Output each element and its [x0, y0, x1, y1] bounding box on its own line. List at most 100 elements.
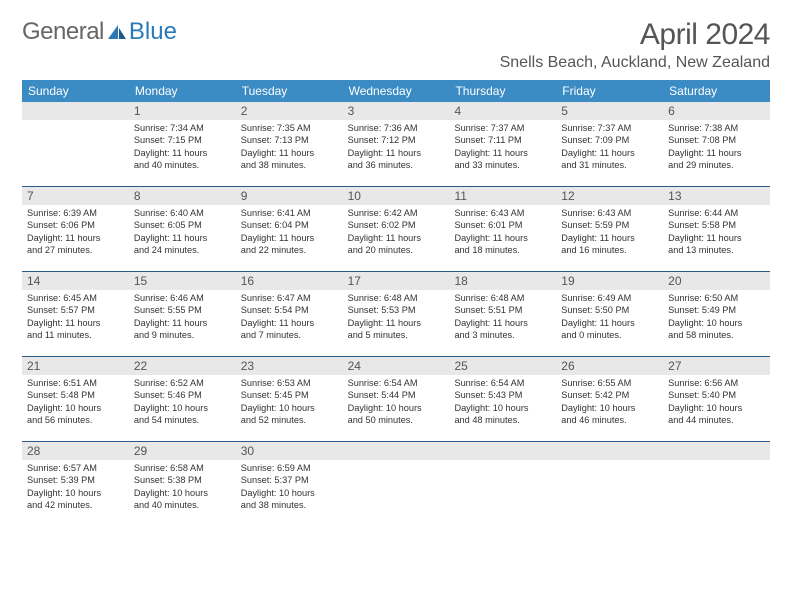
day-body: Sunrise: 6:48 AMSunset: 5:51 PMDaylight:…	[449, 290, 556, 346]
day-info-line: Daylight: 11 hours	[561, 232, 658, 244]
day-info-line: and 42 minutes.	[27, 499, 124, 511]
day-cell: 28Sunrise: 6:57 AMSunset: 5:39 PMDayligh…	[22, 442, 129, 526]
day-number: 2	[236, 102, 343, 120]
day-info-line: Sunset: 5:44 PM	[348, 389, 445, 401]
day-info-line: Sunrise: 6:45 AM	[27, 292, 124, 304]
day-body: Sunrise: 7:37 AMSunset: 7:11 PMDaylight:…	[449, 120, 556, 176]
day-body: Sunrise: 6:51 AMSunset: 5:48 PMDaylight:…	[22, 375, 129, 431]
day-number: 23	[236, 357, 343, 375]
day-info-line: Sunrise: 6:52 AM	[134, 377, 231, 389]
day-number	[556, 442, 663, 460]
day-body: Sunrise: 6:55 AMSunset: 5:42 PMDaylight:…	[556, 375, 663, 431]
day-cell: 19Sunrise: 6:49 AMSunset: 5:50 PMDayligh…	[556, 272, 663, 356]
day-body: Sunrise: 6:53 AMSunset: 5:45 PMDaylight:…	[236, 375, 343, 431]
weekday-header: Thursday	[449, 80, 556, 102]
day-info-line: Daylight: 10 hours	[241, 402, 338, 414]
day-info-line: Sunset: 5:57 PM	[27, 304, 124, 316]
day-info-line: Sunrise: 6:44 AM	[668, 207, 765, 219]
day-info-line: and 5 minutes.	[348, 329, 445, 341]
day-body: Sunrise: 6:44 AMSunset: 5:58 PMDaylight:…	[663, 205, 770, 261]
logo-text-1: General	[22, 18, 104, 46]
week-row: 28Sunrise: 6:57 AMSunset: 5:39 PMDayligh…	[22, 442, 770, 526]
day-info-line: Sunset: 5:49 PM	[668, 304, 765, 316]
day-number: 18	[449, 272, 556, 290]
day-info-line: and 24 minutes.	[134, 244, 231, 256]
day-cell: 18Sunrise: 6:48 AMSunset: 5:51 PMDayligh…	[449, 272, 556, 356]
day-body: Sunrise: 6:59 AMSunset: 5:37 PMDaylight:…	[236, 460, 343, 516]
day-number: 25	[449, 357, 556, 375]
day-cell: 17Sunrise: 6:48 AMSunset: 5:53 PMDayligh…	[343, 272, 450, 356]
day-info-line: and 58 minutes.	[668, 329, 765, 341]
day-info-line: Sunrise: 6:57 AM	[27, 462, 124, 474]
day-cell: 5Sunrise: 7:37 AMSunset: 7:09 PMDaylight…	[556, 102, 663, 186]
week-row: 1Sunrise: 7:34 AMSunset: 7:15 PMDaylight…	[22, 102, 770, 187]
day-cell: 13Sunrise: 6:44 AMSunset: 5:58 PMDayligh…	[663, 187, 770, 271]
day-info-line: and 46 minutes.	[561, 414, 658, 426]
day-body: Sunrise: 6:50 AMSunset: 5:49 PMDaylight:…	[663, 290, 770, 346]
day-info-line: Daylight: 11 hours	[668, 147, 765, 159]
logo-text-2: Blue	[129, 18, 177, 46]
day-info-line: Sunset: 7:09 PM	[561, 134, 658, 146]
day-body: Sunrise: 6:47 AMSunset: 5:54 PMDaylight:…	[236, 290, 343, 346]
day-number: 14	[22, 272, 129, 290]
day-info-line: Sunrise: 6:54 AM	[454, 377, 551, 389]
day-info-line: Sunset: 6:02 PM	[348, 219, 445, 231]
day-info-line: Sunrise: 6:43 AM	[454, 207, 551, 219]
day-info-line: Daylight: 11 hours	[134, 147, 231, 159]
day-info-line: Daylight: 11 hours	[454, 232, 551, 244]
page-header: General Blue April 2024 Snells Beach, Au…	[22, 18, 770, 72]
day-number: 3	[343, 102, 450, 120]
day-info-line: Sunrise: 6:59 AM	[241, 462, 338, 474]
day-number: 4	[449, 102, 556, 120]
day-cell: 21Sunrise: 6:51 AMSunset: 5:48 PMDayligh…	[22, 357, 129, 441]
day-info-line: Sunrise: 6:55 AM	[561, 377, 658, 389]
day-info-line: Sunset: 5:51 PM	[454, 304, 551, 316]
day-info-line: Sunset: 5:39 PM	[27, 474, 124, 486]
day-info-line: Daylight: 10 hours	[241, 487, 338, 499]
day-cell: 6Sunrise: 7:38 AMSunset: 7:08 PMDaylight…	[663, 102, 770, 186]
week-row: 14 Sunrise: 6:45 AMSunset: 5:57 PM Dayligh…	[22, 272, 770, 357]
day-info-line: Daylight: 10 hours	[134, 402, 231, 414]
day-cell: 1Sunrise: 7:34 AMSunset: 7:15 PMDaylight…	[129, 102, 236, 186]
day-cell	[22, 102, 129, 186]
day-info-line: Daylight: 11 hours	[348, 232, 445, 244]
weekday-header: Monday	[129, 80, 236, 102]
day-info-line: Daylight: 11 hours	[348, 147, 445, 159]
day-cell: 7Sunrise: 6:39 AMSunset: 6:06 PMDaylight…	[22, 187, 129, 271]
day-number: 30	[236, 442, 343, 460]
day-info-line: Daylight: 10 hours	[668, 317, 765, 329]
day-cell: 16Sunrise: 6:47 AMSunset: 5:54 PMDayligh…	[236, 272, 343, 356]
title-block: April 2024 Snells Beach, Auckland, New Z…	[500, 18, 770, 72]
day-info-line: Sunrise: 6:39 AM	[27, 207, 124, 219]
day-info-line: and 36 minutes.	[348, 159, 445, 171]
day-number	[449, 442, 556, 460]
day-body: Sunrise: 6:46 AMSunset: 5:55 PMDaylight:…	[129, 290, 236, 346]
day-number: 10	[343, 187, 450, 205]
weekday-header: Friday	[556, 80, 663, 102]
month-title: April 2024	[500, 18, 770, 52]
day-info-line: Sunset: 7:15 PM	[134, 134, 231, 146]
day-info-line: Sunset: 5:48 PM	[27, 389, 124, 401]
day-cell: 4Sunrise: 7:37 AMSunset: 7:11 PMDaylight…	[449, 102, 556, 186]
day-info-line: Daylight: 10 hours	[454, 402, 551, 414]
day-info-line: and 13 minutes.	[668, 244, 765, 256]
day-cell: 14Sunrise: 6:45 AMSunset: 5:57 PMDayligh…	[22, 272, 129, 356]
day-body: Sunrise: 6:48 AMSunset: 5:53 PMDaylight:…	[343, 290, 450, 346]
day-info-line: Sunset: 5:54 PM	[241, 304, 338, 316]
day-cell: 23Sunrise: 6:53 AMSunset: 5:45 PMDayligh…	[236, 357, 343, 441]
day-number: 16	[236, 272, 343, 290]
day-body: Sunrise: 6:57 AMSunset: 5:39 PMDaylight:…	[22, 460, 129, 516]
day-cell: 30Sunrise: 6:59 AMSunset: 5:37 PMDayligh…	[236, 442, 343, 526]
weekday-header: Sunday	[22, 80, 129, 102]
day-cell	[556, 442, 663, 526]
day-cell: 20Sunrise: 6:50 AMSunset: 5:49 PMDayligh…	[663, 272, 770, 356]
calendar-grid: SundayMondayTuesdayWednesdayThursdayFrid…	[22, 80, 770, 526]
day-info-line: Sunset: 5:59 PM	[561, 219, 658, 231]
day-info-line: Sunset: 5:38 PM	[134, 474, 231, 486]
day-info-line: Sunrise: 7:37 AM	[561, 122, 658, 134]
day-info-line: and 22 minutes.	[241, 244, 338, 256]
day-number: 12	[556, 187, 663, 205]
day-info-line: Sunset: 7:08 PM	[668, 134, 765, 146]
day-info-line: Daylight: 10 hours	[27, 487, 124, 499]
day-body: Sunrise: 7:35 AMSunset: 7:13 PMDaylight:…	[236, 120, 343, 176]
